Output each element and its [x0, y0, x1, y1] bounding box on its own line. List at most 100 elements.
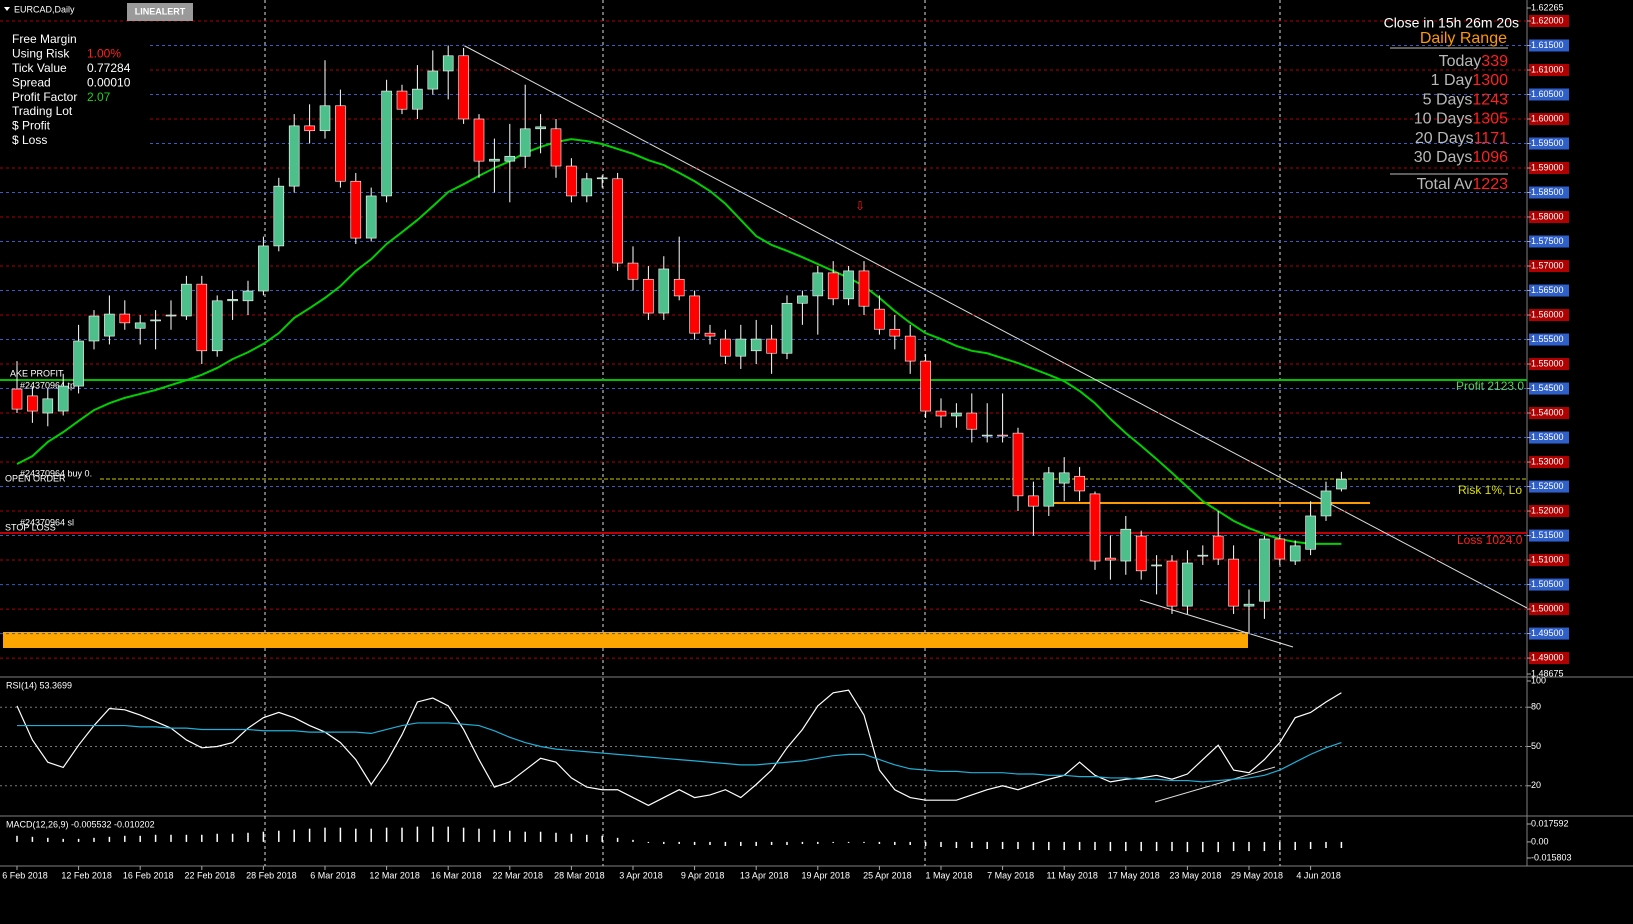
histogram-bar — [478, 828, 480, 842]
range-value: 1305 — [1472, 111, 1508, 128]
histogram-bar — [740, 841, 742, 846]
histogram-bar — [1001, 841, 1004, 850]
tick-label-box — [1529, 88, 1569, 101]
candle-body — [596, 177, 608, 180]
info-label: Tick Value — [12, 61, 67, 75]
y-tick-label: 1.54500 — [1531, 383, 1564, 393]
histogram-bar — [616, 837, 619, 842]
histogram-bar — [201, 834, 203, 842]
histogram-bar — [231, 833, 234, 842]
loss-label: Loss 1024.0 — [1457, 533, 1523, 547]
candle-body — [1212, 535, 1224, 560]
x-tick-label: 17 May 2018 — [1108, 870, 1160, 880]
x-tick-label: 16 Feb 2018 — [123, 870, 174, 880]
histogram-bar — [709, 841, 711, 845]
x-tick-label: 22 Mar 2018 — [493, 870, 544, 880]
range-row: 1 Day1300 — [1431, 72, 1508, 89]
candle-body — [519, 128, 531, 157]
candle-body — [1012, 432, 1024, 497]
histogram-bar — [324, 827, 326, 842]
histogram-bar — [1063, 841, 1065, 851]
tick-label-box — [1529, 63, 1569, 76]
histogram-bar — [832, 841, 834, 843]
candle-body — [1274, 538, 1286, 560]
candle-body — [797, 295, 808, 304]
candle-body — [396, 90, 408, 110]
x-tick-label: 22 Feb 2018 — [185, 870, 236, 880]
histogram-bar — [1232, 841, 1235, 852]
candle-body — [720, 338, 731, 357]
range-label: Total Av — [1417, 176, 1473, 193]
order-label: #24370964 buy 0. — [20, 468, 92, 478]
arrow-marker: ⇩ — [855, 199, 865, 213]
y-tick-label: -0.015803 — [1531, 852, 1572, 862]
order-label: #24370964 sl — [20, 517, 74, 527]
candle-body — [951, 412, 962, 417]
candle-body — [766, 338, 777, 354]
candle-body — [134, 322, 146, 329]
histogram-bar — [31, 836, 34, 842]
range-value: 339 — [1481, 53, 1508, 70]
histogram-bar — [124, 835, 126, 842]
histogram-bar — [1217, 841, 1219, 853]
indicator-line — [17, 722, 1342, 783]
candle-body — [150, 319, 161, 322]
candle-body — [427, 70, 439, 90]
histogram-bar — [1032, 841, 1035, 851]
candle-body — [42, 398, 54, 414]
candle-body — [827, 272, 839, 300]
histogram-bar — [509, 830, 511, 842]
button-label[interactable]: LINEALERT — [135, 6, 186, 16]
button[interactable] — [127, 3, 193, 21]
histogram-bar — [1017, 841, 1019, 850]
histogram-bar — [1279, 841, 1281, 851]
range-label: 30 Days — [1414, 149, 1473, 166]
tick-label-box — [1529, 407, 1569, 420]
range-label: 1 Day — [1431, 72, 1473, 89]
candle-body — [1228, 558, 1239, 607]
candle-body — [858, 270, 870, 307]
histogram-bar — [339, 827, 342, 842]
histogram-bar — [555, 832, 557, 842]
range-row: 20 Days1171 — [1415, 130, 1508, 147]
marks — [0, 14, 1569, 787]
histogram-bar — [755, 841, 757, 846]
histogram-bar — [432, 826, 434, 842]
x-tick-label: 6 Feb 2018 — [2, 870, 48, 880]
order-label: STOP LOSS — [5, 522, 56, 532]
candle-body — [165, 314, 177, 317]
tick-label-box — [1529, 284, 1569, 297]
x-tick-label: 11 May 2018 — [1047, 870, 1098, 880]
candle-body — [473, 118, 485, 162]
candle-body — [304, 125, 315, 132]
histogram-bar — [678, 841, 680, 844]
histogram-bar — [894, 841, 896, 845]
candle-body — [196, 283, 208, 352]
range-label: 10 Days — [1414, 111, 1473, 128]
candle-body — [904, 335, 916, 362]
histogram-bar — [847, 841, 850, 843]
range-value: 1243 — [1472, 92, 1508, 109]
candle-body — [843, 270, 854, 300]
histogram-bar — [16, 835, 18, 842]
info-panel — [0, 28, 150, 150]
y-tick-label: 1.49500 — [1531, 628, 1564, 638]
candle-body — [258, 245, 269, 292]
range-value: 1300 — [1472, 72, 1508, 89]
y-tick-label: 1.57000 — [1531, 260, 1564, 270]
y-tick-label: 100 — [1531, 675, 1546, 685]
histogram-bar — [971, 841, 973, 849]
histogram-bar — [462, 827, 465, 842]
candle-body — [1320, 490, 1332, 517]
tick-label-box — [1529, 211, 1569, 224]
countdown: Close in 15h 26m 20s — [1384, 15, 1519, 31]
x-tick-label: 19 Apr 2018 — [802, 870, 851, 880]
candle-body — [88, 315, 100, 342]
histogram-bar — [1078, 841, 1081, 851]
y-tick-label: 0.00 — [1531, 836, 1549, 846]
candle-body — [735, 338, 747, 357]
risk-label: Risk 1%, Lo — [1458, 483, 1522, 497]
candle-body — [704, 332, 716, 337]
histogram-bar — [878, 841, 881, 844]
y-tick-label: 1.57500 — [1531, 236, 1564, 246]
